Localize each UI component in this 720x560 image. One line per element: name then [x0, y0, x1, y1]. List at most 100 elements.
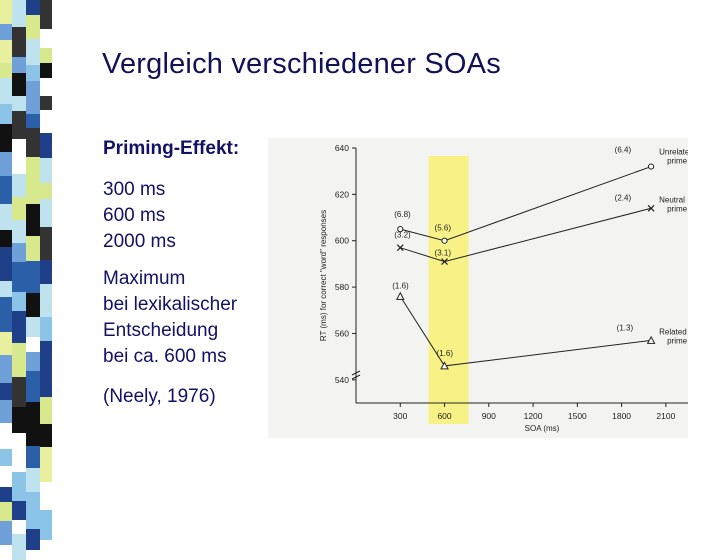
stripe-tile — [12, 27, 26, 57]
stripe-tile — [0, 466, 12, 487]
data-label: (3.1) — [435, 249, 452, 258]
stripe-tile — [0, 487, 12, 502]
stripe-tile — [0, 204, 12, 230]
stripe-tile — [40, 63, 52, 78]
y-tick-label: 560 — [335, 328, 349, 338]
x-tick-label: 600 — [437, 411, 451, 421]
stripe-tile — [26, 402, 40, 419]
data-point-circle — [441, 237, 448, 244]
data-label: (5.6) — [435, 224, 452, 233]
stripe-tile — [0, 449, 12, 466]
stripe-tile — [26, 506, 40, 529]
stripe-tile — [12, 501, 26, 520]
stripe-tile — [12, 343, 26, 377]
stripe-tile — [12, 472, 26, 501]
stripe-tile — [26, 419, 40, 446]
stripe-tile — [0, 230, 12, 247]
data-point-circle — [397, 226, 404, 233]
data-label: (2.4) — [615, 193, 632, 202]
stripe-tile — [0, 247, 12, 281]
stripe-tile — [12, 73, 26, 96]
stripe-tile — [26, 492, 40, 506]
y-axis-label: RT (ms) for correct "word" responses — [319, 210, 328, 341]
stripe-tile — [0, 0, 12, 24]
chart-scan-panel: 540 560 580 600 620 640 300 600 900 1200 1500 1800 2… — [268, 138, 688, 438]
x-tick-label: 900 — [482, 411, 496, 421]
stripe-tile — [26, 114, 40, 128]
stripe-tile — [12, 454, 26, 472]
stripe-tile — [12, 96, 26, 111]
stripe-tile — [40, 227, 52, 260]
stripe-tile — [0, 400, 12, 423]
x-tick-label: 1500 — [568, 411, 587, 421]
stripe-tile — [12, 139, 26, 174]
data-point-circle — [648, 163, 655, 170]
axis-break — [351, 374, 361, 380]
stripe-tile — [12, 243, 26, 262]
soa-item-600: 600 ms — [103, 205, 166, 226]
stripe-tile — [40, 0, 52, 29]
stripe-tile — [0, 78, 12, 104]
stripe-tile — [40, 284, 52, 317]
stripe-tile — [40, 110, 52, 133]
legend-label: Related — [659, 327, 687, 336]
note-line: Maximum — [103, 268, 186, 289]
stripe-tile — [0, 124, 12, 152]
stripe-tile — [0, 40, 12, 63]
stripe-tile — [40, 199, 52, 227]
stripe-tile — [12, 57, 26, 73]
data-point-x — [396, 244, 404, 252]
stripe-tile — [26, 128, 40, 157]
stripe-tile — [26, 446, 40, 468]
stripe-tile — [40, 341, 52, 372]
stripe-tile — [26, 468, 40, 492]
stripe-tile — [40, 96, 52, 110]
stripe-tile — [40, 447, 52, 482]
citation: (Neely, 1976) — [103, 386, 216, 407]
stripe-tile — [40, 372, 52, 397]
y-tick-label: 620 — [335, 189, 349, 199]
stripe-tile — [40, 397, 52, 424]
legend-label: prime — [667, 157, 688, 166]
legend-label: Neutral — [659, 195, 685, 204]
axis-break — [351, 370, 361, 376]
y-tick-label: 580 — [335, 282, 349, 292]
stripe-tile — [12, 520, 26, 534]
stripe-tile — [26, 15, 40, 39]
stripe-tile — [0, 152, 12, 176]
stripe-tile — [12, 534, 26, 560]
stripe-tile — [0, 521, 12, 545]
stripe-tile — [26, 221, 40, 236]
stripe-tile — [40, 510, 52, 540]
stripe-tile — [26, 236, 40, 261]
y-tick-label: 640 — [335, 143, 349, 153]
stripe-tile — [26, 81, 40, 114]
stripe-tile — [0, 383, 12, 400]
stripe-tile — [26, 185, 40, 204]
data-label: (1.6) — [437, 349, 454, 358]
stripe-tile — [40, 260, 52, 284]
slide-title: Vergleich verschiedener SOAs — [102, 48, 501, 80]
data-label: (6.8) — [394, 210, 411, 219]
data-label: (3.2) — [394, 231, 411, 240]
legend-label: prime — [667, 336, 688, 345]
soa-rt-chart: 540 560 580 600 620 640 300 600 900 1200 1500 1800 2… — [319, 143, 688, 433]
decorative-stripe — [0, 0, 62, 560]
stripe-tile — [12, 407, 26, 433]
x-axis-label: SOA (ms) — [525, 424, 560, 433]
data-label: (1.3) — [617, 323, 634, 332]
stripe-tile — [12, 174, 26, 197]
stripe-tile — [26, 261, 40, 293]
legend-label: Unrelated — [659, 148, 688, 157]
stripe-tile — [26, 157, 40, 185]
stripe-tile — [0, 63, 12, 78]
stripe-tile — [26, 352, 40, 371]
data-point-x — [647, 204, 655, 212]
x-tick-label: 300 — [393, 411, 407, 421]
stripe-tile — [40, 424, 52, 447]
stripe-tile — [40, 183, 52, 199]
stripe-tile — [0, 176, 12, 204]
stripe-tile — [40, 158, 52, 183]
stripe-tile — [26, 65, 40, 81]
stripe-tile — [26, 39, 40, 65]
